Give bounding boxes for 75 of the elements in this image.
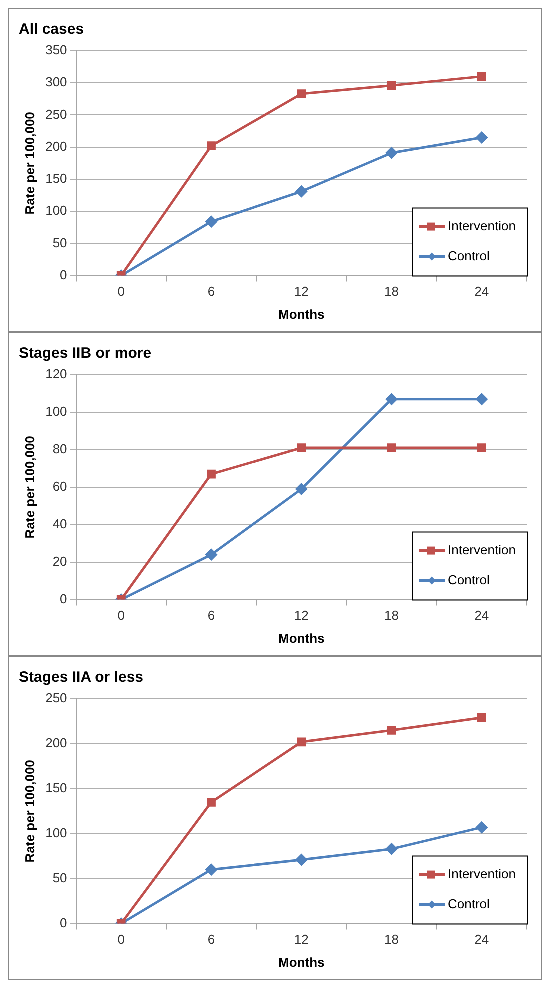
legend-label: Intervention: [448, 542, 516, 558]
point: [206, 864, 218, 876]
point: [207, 142, 216, 150]
y-tick-label: 250: [46, 106, 68, 122]
point: [477, 444, 486, 452]
x-tick-label: 6: [208, 284, 216, 300]
point: [476, 132, 488, 144]
y-tick-label: 120: [46, 366, 68, 382]
x-axis-title: Months: [278, 630, 325, 646]
y-tick-label: 100: [46, 203, 68, 218]
point: [297, 444, 306, 452]
y-tick-label: 100: [46, 404, 68, 420]
chart-title: Stages IIB or more: [19, 345, 152, 362]
x-tick-label: 24: [474, 284, 490, 300]
legend-label: Control: [448, 248, 490, 264]
point: [476, 394, 488, 406]
chart-title: All cases: [19, 21, 84, 38]
point: [206, 549, 218, 561]
y-tick-label: 0: [60, 267, 68, 282]
point: [297, 738, 306, 747]
x-tick-label: 12: [294, 932, 309, 948]
x-tick-label: 18: [384, 932, 400, 948]
y-tick-label: 100: [46, 825, 68, 840]
point: [387, 81, 396, 90]
point: [387, 444, 396, 452]
y-tick-label: 250: [46, 690, 68, 706]
x-tick-label: 18: [384, 608, 400, 624]
y-tick-label: 200: [46, 138, 68, 154]
x-axis-title: Months: [278, 954, 325, 970]
x-axis-title: Months: [278, 306, 325, 322]
x-tick-label: 12: [294, 284, 309, 300]
y-tick-label: 50: [52, 235, 68, 250]
y-tick-label: 0: [60, 915, 68, 930]
y-axis-title: Rate per 100,000: [22, 112, 38, 215]
x-tick-label: 18: [384, 284, 400, 300]
point: [477, 72, 486, 82]
x-tick-label: 6: [208, 932, 216, 948]
y-tick-label: 80: [52, 442, 68, 457]
x-tick-label: 0: [118, 284, 125, 300]
point: [477, 713, 486, 722]
legend-label: Intervention: [448, 866, 516, 882]
y-tick-label: 350: [46, 42, 68, 58]
y-tick-label: 20: [52, 554, 68, 569]
x-tick-label: 12: [294, 608, 309, 624]
point: [476, 822, 488, 834]
y-tick-label: 60: [52, 478, 68, 494]
y-axis-title: Rate per 100,000: [22, 436, 38, 539]
point: [207, 470, 216, 479]
x-tick-label: 0: [118, 932, 125, 948]
chart-title: Stages IIA or less: [19, 669, 144, 686]
y-tick-label: 200: [46, 736, 68, 751]
point: [296, 186, 308, 198]
y-tick-label: 40: [52, 516, 68, 532]
point: [386, 394, 398, 406]
y-tick-label: 0: [60, 591, 68, 606]
point: [296, 484, 308, 496]
point: [387, 726, 396, 735]
point: [296, 854, 308, 866]
y-tick-label: 50: [52, 870, 68, 886]
point: [386, 147, 398, 159]
legend-label: Control: [448, 572, 490, 588]
point: [386, 843, 398, 855]
point: [207, 798, 216, 807]
x-tick-label: 24: [474, 608, 490, 624]
y-axis-title: Rate per 100,000: [22, 760, 38, 863]
point: [206, 216, 218, 228]
y-tick-label: 300: [46, 74, 68, 90]
legend-label: Intervention: [448, 218, 516, 234]
x-tick-label: 6: [208, 608, 216, 624]
x-tick-label: 0: [118, 608, 125, 624]
y-tick-label: 150: [46, 780, 68, 796]
legend-label: Control: [448, 896, 490, 912]
point: [297, 90, 306, 98]
y-tick-label: 150: [46, 171, 68, 186]
x-tick-label: 24: [474, 932, 490, 948]
